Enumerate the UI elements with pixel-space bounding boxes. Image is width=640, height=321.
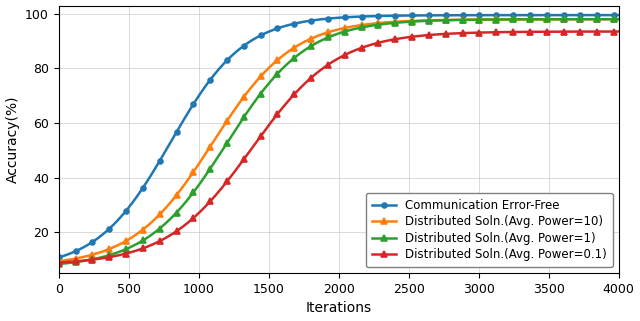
Distributed Soln.(Avg. Power=0.1) bbox=[321, 65, 328, 69]
Distributed Soln.(Avg. Power=1) bbox=[601, 17, 609, 21]
Distributed Soln.(Avg. Power=0.1) bbox=[514, 30, 522, 34]
Communication Error-Free bbox=[324, 17, 332, 21]
Distributed Soln.(Avg. Power=10) bbox=[55, 259, 63, 263]
Distributed Soln.(Avg. Power=10) bbox=[324, 30, 332, 34]
Line: Distributed Soln.(Avg. Power=10): Distributed Soln.(Avg. Power=10) bbox=[56, 16, 621, 264]
Distributed Soln.(Avg. Power=1) bbox=[614, 17, 622, 21]
Distributed Soln.(Avg. Power=0.1) bbox=[388, 38, 396, 42]
Distributed Soln.(Avg. Power=0.1) bbox=[324, 63, 332, 67]
Distributed Soln.(Avg. Power=10) bbox=[514, 17, 522, 21]
Distributed Soln.(Avg. Power=1) bbox=[55, 262, 63, 266]
Distributed Soln.(Avg. Power=0.1) bbox=[55, 261, 63, 265]
Communication Error-Free bbox=[358, 14, 365, 18]
Line: Distributed Soln.(Avg. Power=0.1): Distributed Soln.(Avg. Power=0.1) bbox=[56, 29, 621, 265]
Y-axis label: Accuracy(%): Accuracy(%) bbox=[6, 96, 20, 183]
Legend: Communication Error-Free, Distributed Soln.(Avg. Power=10), Distributed Soln.(Av: Communication Error-Free, Distributed So… bbox=[366, 193, 612, 267]
Distributed Soln.(Avg. Power=10) bbox=[601, 17, 609, 21]
Distributed Soln.(Avg. Power=0.1) bbox=[601, 30, 609, 33]
X-axis label: Iterations: Iterations bbox=[305, 301, 372, 316]
Communication Error-Free bbox=[55, 256, 63, 259]
Distributed Soln.(Avg. Power=10) bbox=[358, 23, 365, 27]
Distributed Soln.(Avg. Power=10) bbox=[321, 31, 328, 35]
Distributed Soln.(Avg. Power=0.1) bbox=[614, 30, 622, 33]
Distributed Soln.(Avg. Power=1) bbox=[514, 17, 522, 21]
Distributed Soln.(Avg. Power=1) bbox=[358, 25, 365, 29]
Distributed Soln.(Avg. Power=10) bbox=[388, 20, 396, 24]
Communication Error-Free bbox=[514, 13, 522, 17]
Line: Distributed Soln.(Avg. Power=1): Distributed Soln.(Avg. Power=1) bbox=[56, 16, 621, 267]
Communication Error-Free bbox=[614, 13, 622, 17]
Communication Error-Free bbox=[321, 17, 328, 21]
Distributed Soln.(Avg. Power=1) bbox=[321, 37, 328, 41]
Distributed Soln.(Avg. Power=1) bbox=[388, 21, 396, 25]
Distributed Soln.(Avg. Power=10) bbox=[614, 17, 622, 21]
Distributed Soln.(Avg. Power=1) bbox=[324, 36, 332, 39]
Communication Error-Free bbox=[601, 13, 609, 17]
Communication Error-Free bbox=[388, 14, 396, 18]
Distributed Soln.(Avg. Power=0.1) bbox=[358, 46, 365, 50]
Line: Communication Error-Free: Communication Error-Free bbox=[56, 13, 621, 260]
